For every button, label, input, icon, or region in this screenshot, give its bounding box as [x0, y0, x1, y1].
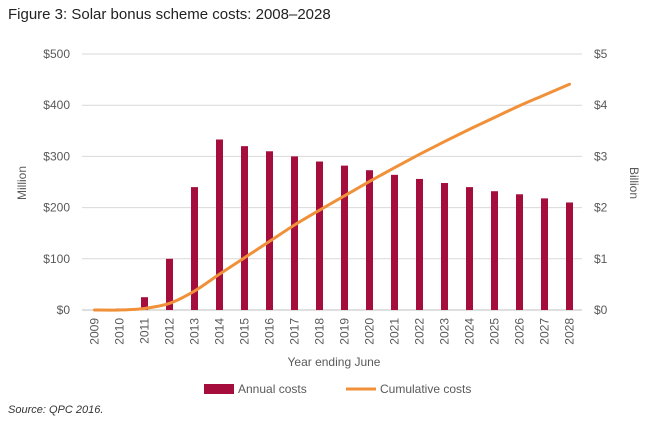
bar-annual-2011 [141, 297, 148, 310]
bar-annual-2022 [416, 178, 423, 310]
bar-annual-2026 [516, 194, 523, 310]
y-axis-title: Million [15, 166, 29, 200]
y2-tick-label: $5 [594, 47, 608, 61]
x-tick-label: 2019 [338, 318, 352, 345]
x-tick-label: 2028 [563, 318, 577, 345]
y-tick-label: $100 [43, 252, 70, 266]
bar-annual-2017 [291, 156, 298, 310]
x-tick-label: 2018 [313, 318, 327, 345]
right-axis-ticks: $0 $1 $2 $3 $4 $5 [594, 47, 608, 317]
bar-annual-2028 [566, 202, 573, 310]
x-tick-label: 2024 [463, 318, 477, 345]
x-tick-label: 2021 [388, 318, 402, 345]
legend: Annual costs Cumulative costs [204, 382, 471, 396]
legend-label-cumulative: Cumulative costs [380, 382, 471, 396]
bar-annual-2023 [441, 183, 448, 310]
y2-tick-label: $4 [594, 98, 608, 112]
x-tick-label: 2025 [488, 318, 502, 345]
x-tick-label: 2017 [288, 318, 302, 345]
bar-annual-2021 [391, 174, 398, 310]
x-tick-label: 2023 [438, 318, 452, 345]
bar-annual-2024 [466, 187, 473, 310]
bar-annual-2016 [266, 151, 273, 310]
bar-series [116, 139, 573, 310]
bar-annual-2027 [541, 198, 548, 310]
gridlines [82, 53, 582, 311]
line-series [93, 82, 571, 312]
legend-swatch-annual [204, 384, 234, 394]
x-tick-label: 2016 [263, 318, 277, 345]
x-tick-label: 2011 [138, 318, 152, 344]
x-tick-label: 2022 [413, 318, 427, 345]
x-tick-label: 2027 [538, 318, 552, 345]
y2-tick-label: $0 [594, 303, 608, 317]
bar-annual-2018 [316, 161, 323, 310]
bar-annual-2014 [216, 139, 223, 310]
x-tick-label: 2010 [113, 318, 127, 345]
legend-label-annual: Annual costs [238, 382, 307, 396]
figure-title: Figure 3: Solar bonus scheme costs: 2008… [8, 6, 331, 23]
bar-annual-2025 [491, 191, 498, 310]
x-axis-title: Year ending June [288, 355, 381, 369]
x-tick-label: 2026 [513, 318, 527, 345]
y-tick-label: $500 [43, 47, 70, 61]
source-note: Source: QPC 2016. [8, 404, 104, 416]
y-tick-label: $400 [43, 98, 70, 112]
bar-annual-2019 [341, 165, 348, 310]
y-tick-label: $200 [43, 201, 70, 215]
bar-annual-2015 [241, 146, 248, 310]
x-tick-label: 2012 [163, 318, 177, 345]
x-tick-label: 2013 [188, 318, 202, 345]
y-tick-label: $300 [43, 149, 70, 163]
x-axis-ticks: 2009 2010 2011 2012 2013 2014 2015 2016 2017 2018… [88, 318, 577, 345]
y2-tick-label: $2 [594, 201, 608, 215]
x-tick-label: 2009 [88, 318, 102, 345]
x-tick-label: 2020 [363, 318, 377, 345]
y2-tick-label: $3 [594, 149, 608, 163]
bar-annual-2012 [166, 258, 173, 310]
left-axis-ticks: $0 $100 $200 $300 $400 $500 [43, 47, 70, 317]
bar-annual-2020 [366, 170, 373, 310]
y2-tick-label: $1 [594, 252, 608, 266]
y-tick-label: $0 [57, 303, 71, 317]
x-tick-label: 2014 [213, 318, 227, 345]
x-tick-label: 2015 [238, 318, 252, 345]
bar-annual-2013 [191, 187, 198, 310]
line-cumulative [93, 82, 571, 312]
y2-axis-title: Billion [627, 167, 641, 199]
